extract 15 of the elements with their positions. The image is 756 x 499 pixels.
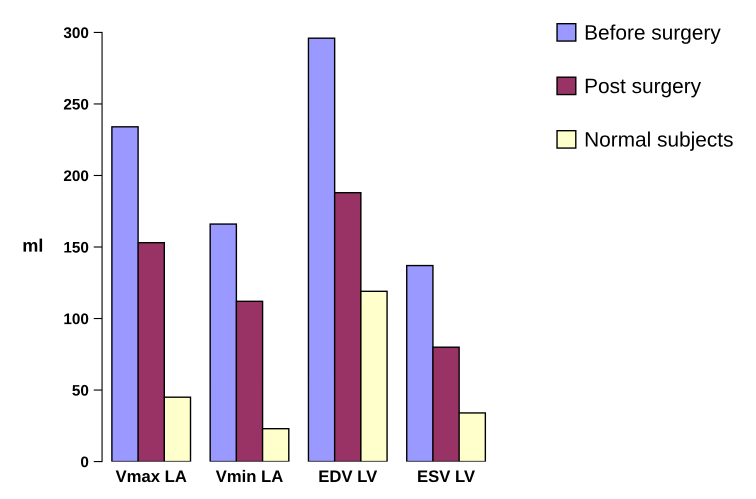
- legend-label: Post surgery: [586, 78, 702, 98]
- x-tick-label: Vmin LA: [216, 470, 283, 482]
- x-tick-label: ESV LV: [418, 470, 475, 482]
- y-axis-title: ml: [23, 238, 42, 252]
- x-tick-label: Vmax LA: [116, 470, 186, 482]
- y-tick-label: 100: [64, 313, 88, 324]
- y-tick-label: 150: [64, 242, 88, 253]
- x-tick-label: EDV LV: [319, 470, 378, 482]
- y-tick-label: 0: [80, 456, 88, 468]
- y-tick-label: 200: [64, 170, 88, 182]
- y-tick-label: 50: [72, 384, 88, 396]
- y-tick-label: 250: [64, 98, 88, 110]
- y-tick-label: 300: [64, 27, 88, 38]
- legend-label: Before surgery: [586, 24, 721, 44]
- legend-label: Normal subjects: [586, 131, 733, 151]
